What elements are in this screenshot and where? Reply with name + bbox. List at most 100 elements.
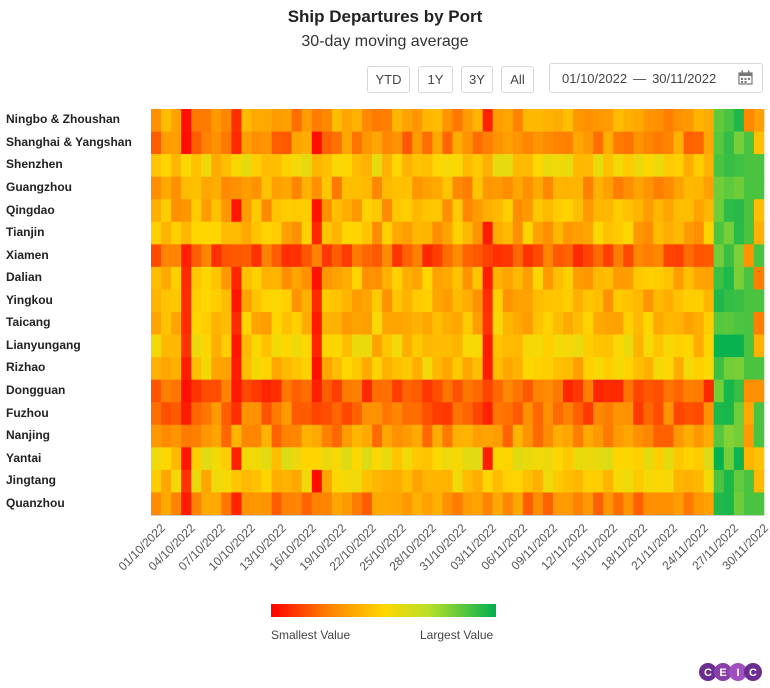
heatmap-cell	[542, 469, 554, 493]
heatmap-cell	[201, 379, 212, 403]
heatmap-cell	[663, 357, 674, 380]
heatmap-cell	[703, 131, 715, 155]
heatmap-cell	[552, 289, 564, 313]
heatmap-cell	[502, 221, 514, 245]
heatmap-cell	[522, 492, 534, 516]
heatmap-cell	[573, 447, 584, 471]
heatmap-cell	[311, 199, 323, 223]
heatmap-cell	[442, 244, 453, 268]
heatmap-cell	[532, 312, 544, 335]
heatmap-cell	[693, 312, 705, 335]
heatmap-cell	[643, 199, 654, 223]
heatmap-cell	[191, 199, 202, 223]
heatmap-cell	[753, 357, 765, 380]
heatmap-cell	[703, 289, 715, 313]
heatmap-cell	[542, 334, 554, 358]
heatmap-cell	[392, 266, 403, 290]
heatmap-cell	[522, 334, 534, 358]
heatmap-cell	[603, 154, 614, 177]
heatmap-cell	[462, 131, 473, 155]
heatmap-cell	[271, 109, 282, 132]
heatmap-cell	[372, 131, 383, 155]
heatmap-cell	[643, 266, 654, 290]
heatmap-cell	[683, 469, 694, 493]
date-range-separator: —	[633, 71, 647, 86]
heatmap-cell	[412, 312, 423, 335]
heatmap-cell	[683, 447, 694, 471]
heatmap-cell	[412, 357, 423, 380]
heatmap-cell	[653, 244, 664, 268]
heatmap-cell	[482, 289, 493, 313]
heatmap-cell	[422, 244, 433, 268]
heatmap-cell	[372, 334, 383, 358]
heatmap-cell	[331, 109, 343, 132]
heatmap-cell	[442, 492, 453, 516]
heatmap-cell	[201, 221, 212, 245]
heatmap-cell	[362, 154, 373, 177]
heatmap-cell	[261, 109, 272, 132]
heatmap-cell	[311, 334, 323, 358]
heatmap-cell	[191, 312, 202, 335]
heatmap-cell	[422, 154, 433, 177]
heatmap-cell	[151, 131, 162, 155]
heatmap-cell	[181, 312, 192, 335]
heatmap-cell	[703, 154, 715, 177]
heatmap-cell	[583, 221, 594, 245]
heatmap-cell	[422, 131, 433, 155]
heatmap-cell	[482, 379, 493, 403]
heatmap-cell	[321, 447, 333, 471]
heatmap-cell	[703, 176, 715, 200]
heatmap-cell	[743, 221, 755, 245]
range-button-3y[interactable]: 3Y	[461, 66, 493, 93]
heatmap-cell	[261, 266, 272, 290]
heatmap-cell	[623, 492, 634, 516]
heatmap-cell	[573, 402, 584, 426]
heatmap-cell	[462, 334, 473, 358]
heatmap-cell	[221, 199, 232, 223]
heatmap-cell	[241, 424, 252, 448]
heatmap-cell	[442, 176, 453, 200]
heatmap-cell	[331, 469, 343, 493]
heatmap-cell	[211, 266, 222, 290]
heatmap-cell	[482, 221, 493, 245]
heatmap-cell	[211, 199, 222, 223]
heatmap-cell	[563, 221, 574, 245]
heatmap-cell	[643, 447, 654, 471]
calendar-icon[interactable]	[738, 70, 753, 85]
heatmap-cell	[382, 379, 393, 403]
heatmap-cell	[331, 402, 343, 426]
date-range-picker[interactable]: 01/10/2022 — 30/11/2022	[549, 63, 763, 93]
heatmap-cell	[362, 492, 373, 516]
heatmap-cell	[271, 289, 282, 313]
heatmap-cell	[301, 379, 313, 403]
heatmap-cell	[532, 221, 544, 245]
heatmap-cell	[402, 379, 413, 403]
heatmap-cell	[211, 469, 222, 493]
heatmap-cell	[191, 176, 202, 200]
range-button-ytd[interactable]: YTD	[367, 66, 410, 93]
heatmap-cell	[171, 131, 182, 155]
y-axis-label: Guangzhou	[6, 179, 72, 194]
heatmap-cell	[593, 289, 604, 313]
heatmap-cell	[351, 199, 363, 223]
svg-text:C: C	[704, 667, 712, 679]
date-range-start: 01/10/2022	[562, 71, 628, 86]
heatmap-cell	[583, 379, 594, 403]
heatmap-cell	[683, 154, 694, 177]
heatmap-cell	[563, 289, 574, 313]
heatmap-cell	[231, 357, 242, 380]
heatmap-cell	[603, 312, 614, 335]
range-button-all[interactable]: All	[501, 66, 534, 93]
heatmap-cell	[482, 334, 493, 358]
heatmap-cell	[432, 176, 443, 200]
heatmap-cell	[552, 447, 564, 471]
heatmap-cell	[703, 244, 715, 268]
heatmap-cell	[321, 492, 333, 516]
heatmap-cell	[583, 357, 594, 380]
heatmap-cell	[532, 199, 544, 223]
range-button-1y[interactable]: 1Y	[418, 66, 453, 93]
heatmap-cell	[673, 131, 684, 155]
heatmap-cell	[593, 244, 604, 268]
heatmap-cell	[663, 154, 674, 177]
heatmap-cell	[502, 312, 514, 335]
